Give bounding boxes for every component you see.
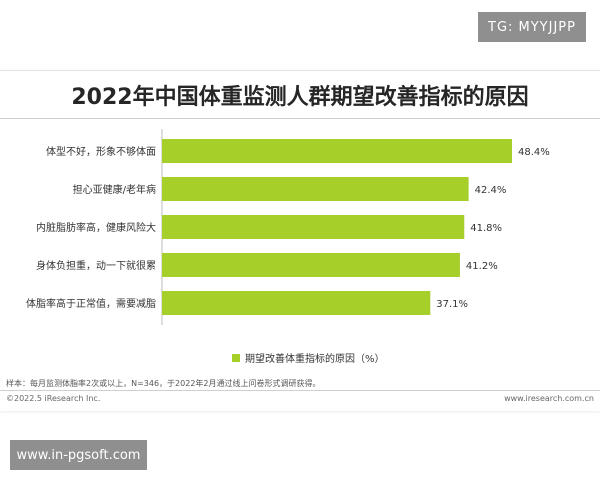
- bar: [162, 253, 460, 277]
- value-label: 41.8%: [470, 223, 502, 234]
- website-text: www.iresearch.com.cn: [504, 394, 594, 403]
- value-label: 42.4%: [475, 185, 507, 196]
- bar-chart: 体型不好，形象不够体面 48.4% 担心亚健康/老年病 42.4% 内脏脂肪率高，健康风…: [26, 129, 550, 325]
- sample-note: 样本：每月监测体脂率2次或以上，N=346，于2022年2月通过线上问卷形式调研…: [6, 379, 321, 388]
- legend-swatch: [232, 353, 240, 362]
- value-label: 41.2%: [466, 261, 498, 272]
- watermark-badge-top: TG: MYYJJPP: [478, 12, 586, 42]
- watermark-badge-bottom: www.in-pgsoft.com: [10, 440, 147, 470]
- chart-legend: 期望改善体重指标的原因（%）: [232, 350, 385, 365]
- copyright-text: ©2022.5 iResearch Inc.: [6, 394, 101, 403]
- category-label: 担心亚健康/老年病: [73, 183, 156, 196]
- category-label: 体脂率高于正常值，需要减脂: [26, 297, 156, 310]
- value-label: 48.4%: [518, 147, 550, 158]
- chart-card: 2022年中国体重监测人群期望改善指标的原因 体型不好，形象不够体面 48.4% 担…: [0, 70, 600, 411]
- category-label: 内脏脂肪率高，健康风险大: [36, 221, 156, 234]
- bar: [162, 177, 469, 201]
- legend-label: 期望改善体重指标的原因（%）: [245, 354, 385, 365]
- value-label: 37.1%: [436, 299, 468, 310]
- title-divider: [0, 118, 600, 119]
- bar: [162, 291, 431, 315]
- category-label: 身体负担重，动一下就很累: [36, 259, 156, 272]
- bar: [162, 139, 512, 163]
- chart-title: 2022年中国体重监测人群期望改善指标的原因: [71, 85, 529, 110]
- bar: [162, 215, 465, 239]
- category-label: 体型不好，形象不够体面: [46, 145, 156, 158]
- footer-divider: [0, 390, 600, 391]
